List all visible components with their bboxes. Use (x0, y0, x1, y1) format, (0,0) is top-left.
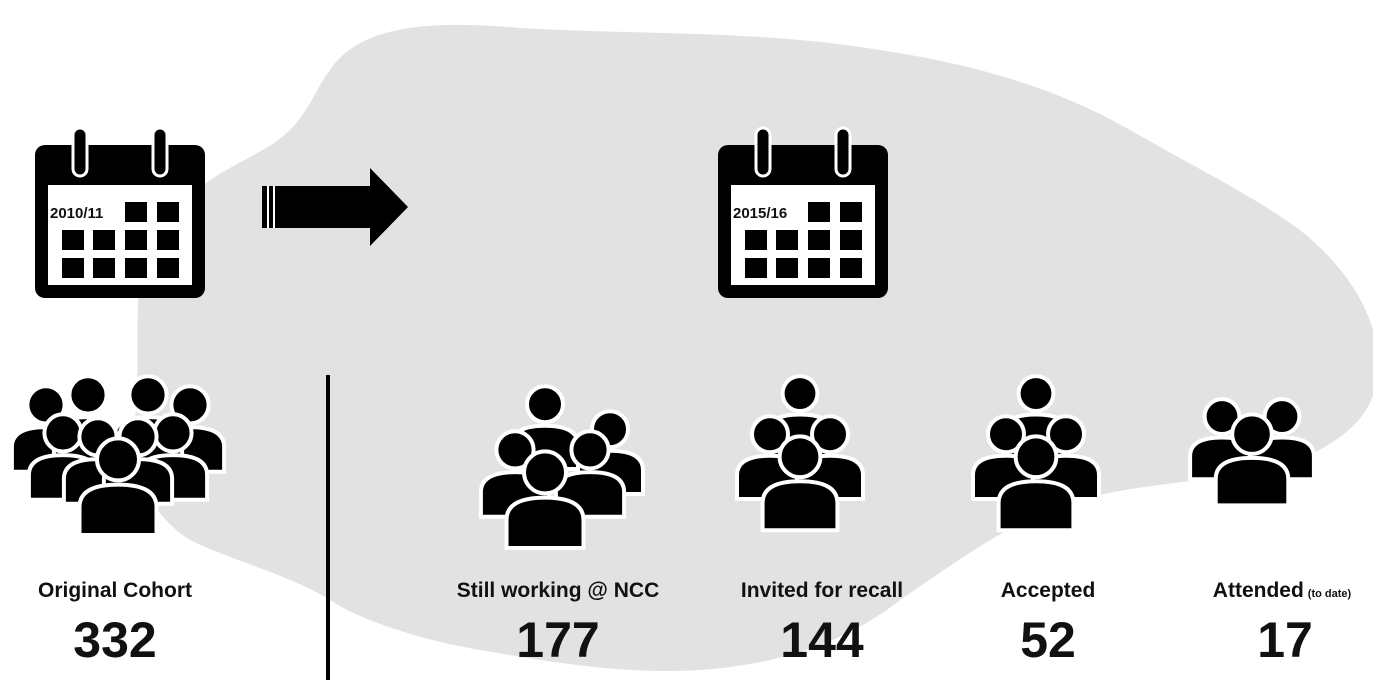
calendar-day (808, 258, 830, 278)
calendar-ring (834, 126, 852, 178)
person-head (569, 429, 611, 471)
group-label: Accepted (1001, 579, 1096, 602)
calendar-day (93, 230, 115, 250)
person-head (777, 434, 823, 480)
calendar-day (125, 202, 147, 222)
calendar: 2010/11 (35, 126, 205, 298)
person-body (760, 479, 840, 533)
calendar-day (808, 230, 830, 250)
person-head (986, 414, 1026, 455)
person-head (525, 384, 565, 425)
group-label: Attended (to date) (1213, 579, 1352, 602)
group-label: Original Cohort (38, 579, 192, 602)
calendar-day (125, 258, 147, 278)
person-head (810, 414, 850, 455)
person-head (1016, 374, 1056, 413)
person-head (522, 449, 568, 496)
group-label-text: Original Cohort (38, 579, 192, 602)
person-body (996, 479, 1076, 533)
calendar-day (840, 258, 862, 278)
people-icons (9, 374, 1316, 550)
group-label-text: Accepted (1001, 579, 1096, 602)
calendar-day (840, 230, 862, 250)
period-label: 2010/11 (50, 205, 103, 222)
calendar-day (62, 230, 84, 250)
calendar-day (808, 202, 830, 222)
person-head (1013, 434, 1059, 480)
calendar-day (93, 258, 115, 278)
arrow (262, 168, 408, 246)
person-head (95, 436, 141, 483)
calendar-ring (71, 126, 89, 178)
group-label: Still working @ NCC (457, 579, 659, 602)
calendar-ring (151, 126, 169, 178)
person-head (42, 412, 84, 454)
person-head (1046, 414, 1086, 455)
person-head (494, 429, 536, 471)
calendar-day (745, 230, 767, 250)
person-body (504, 495, 586, 550)
person-head (750, 414, 790, 455)
calendar-day (840, 202, 862, 222)
group-label: Invited for recall (741, 579, 903, 602)
group-note: (to date) (1308, 588, 1352, 600)
person-body (77, 482, 159, 537)
calendar-day (157, 258, 179, 278)
person-body (1213, 455, 1291, 508)
calendar-day (776, 230, 798, 250)
person-head (780, 374, 820, 413)
calendar-day (157, 202, 179, 222)
calendar: 2015/16 (718, 126, 888, 298)
group-count: 332 (73, 612, 156, 668)
period-label: 2015/16 (733, 205, 787, 222)
calendar-day (776, 258, 798, 278)
group-count: 144 (780, 612, 864, 668)
person-head (1230, 412, 1274, 456)
calendar-ring (754, 126, 772, 178)
group-count: 52 (1020, 612, 1076, 668)
person-head (152, 412, 194, 454)
calendar-day (62, 258, 84, 278)
calendar-day (157, 230, 179, 250)
group-label-text: Attended (1213, 579, 1304, 602)
group-label-text: Still working @ NCC (457, 579, 659, 602)
group-count: 177 (516, 612, 599, 668)
person-head (67, 374, 109, 416)
group-label-text: Invited for recall (741, 579, 903, 602)
calendar-day (745, 258, 767, 278)
person-head (127, 374, 169, 416)
map-background (134, 24, 1373, 671)
labels: Original Cohort 332 Still working @ NCC 177… (38, 579, 1352, 668)
calendar-day (125, 230, 147, 250)
group-count: 17 (1257, 612, 1313, 668)
